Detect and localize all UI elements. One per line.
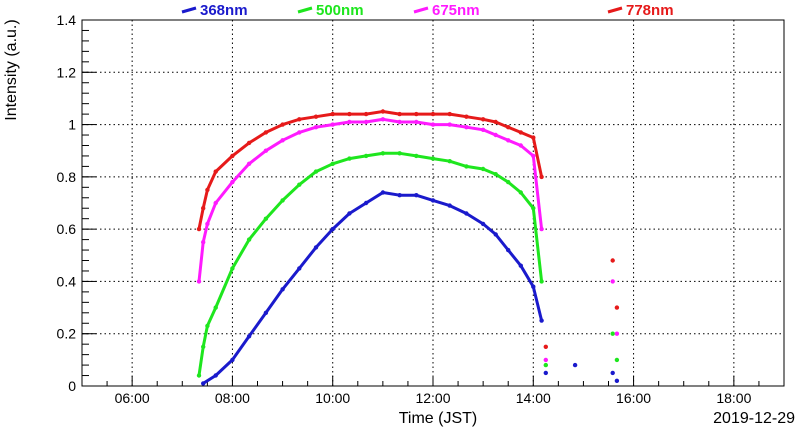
y-tick-label: 0.4 <box>57 273 77 289</box>
data-point <box>543 344 548 349</box>
data-point <box>610 258 615 263</box>
legend: 368nm 500nm 675nm 778nm <box>181 2 674 19</box>
data-point <box>614 357 620 363</box>
y-tick-label: 0 <box>68 378 76 394</box>
series-778nm <box>196 109 620 349</box>
legend-marker <box>181 6 197 14</box>
data-point <box>614 331 620 336</box>
y-tick-label: 0.8 <box>57 169 77 185</box>
x-tick-label: 10:00 <box>315 390 350 406</box>
date-label: 2019-12-29 <box>713 410 795 427</box>
series-500nm <box>196 151 620 378</box>
series-368nm <box>201 190 620 386</box>
data-point <box>610 279 615 284</box>
legend-label: 500nm <box>316 2 364 19</box>
x-tick-label: 08:00 <box>215 390 250 406</box>
legend-label: 675nm <box>432 2 480 19</box>
series-675nm <box>196 117 620 363</box>
x-axis-label: Time (JST) <box>399 410 478 427</box>
data-points <box>196 109 620 386</box>
x-tick-label: 18:00 <box>716 390 751 406</box>
y-tick-label: 1 <box>68 117 76 133</box>
x-tick-label: 06:00 <box>115 390 150 406</box>
series-line <box>197 117 544 282</box>
data-point <box>543 362 548 368</box>
grid-lines <box>82 20 784 386</box>
legend-marker <box>607 6 623 14</box>
data-point <box>610 370 615 376</box>
x-tick-label: 12:00 <box>415 390 450 406</box>
axis-ticks: 06:00 08:00 10:00 12:00 14:00 16:00 18:00 0 0.2 0… <box>57 12 785 406</box>
series-line <box>197 151 544 376</box>
legend-label: 368nm <box>200 2 248 19</box>
series-line <box>197 110 544 230</box>
y-tick-label: 1.4 <box>57 12 77 28</box>
y-tick-label: 0.6 <box>57 221 77 237</box>
data-point <box>543 370 548 376</box>
y-axis-label: Intensity (a.u.) <box>3 19 20 120</box>
data-point <box>610 331 615 336</box>
x-tick-label: 14:00 <box>516 390 551 406</box>
data-point <box>614 305 620 310</box>
y-tick-label: 0.2 <box>57 326 77 342</box>
x-tick-label: 16:00 <box>616 390 651 406</box>
legend-marker <box>413 6 429 14</box>
legend-marker <box>297 6 313 14</box>
legend-label: 778nm <box>626 2 674 19</box>
data-point <box>572 362 578 368</box>
data-point <box>543 357 548 363</box>
series-line <box>202 191 544 385</box>
y-tick-label: 1.2 <box>57 64 77 80</box>
data-point <box>614 378 620 383</box>
